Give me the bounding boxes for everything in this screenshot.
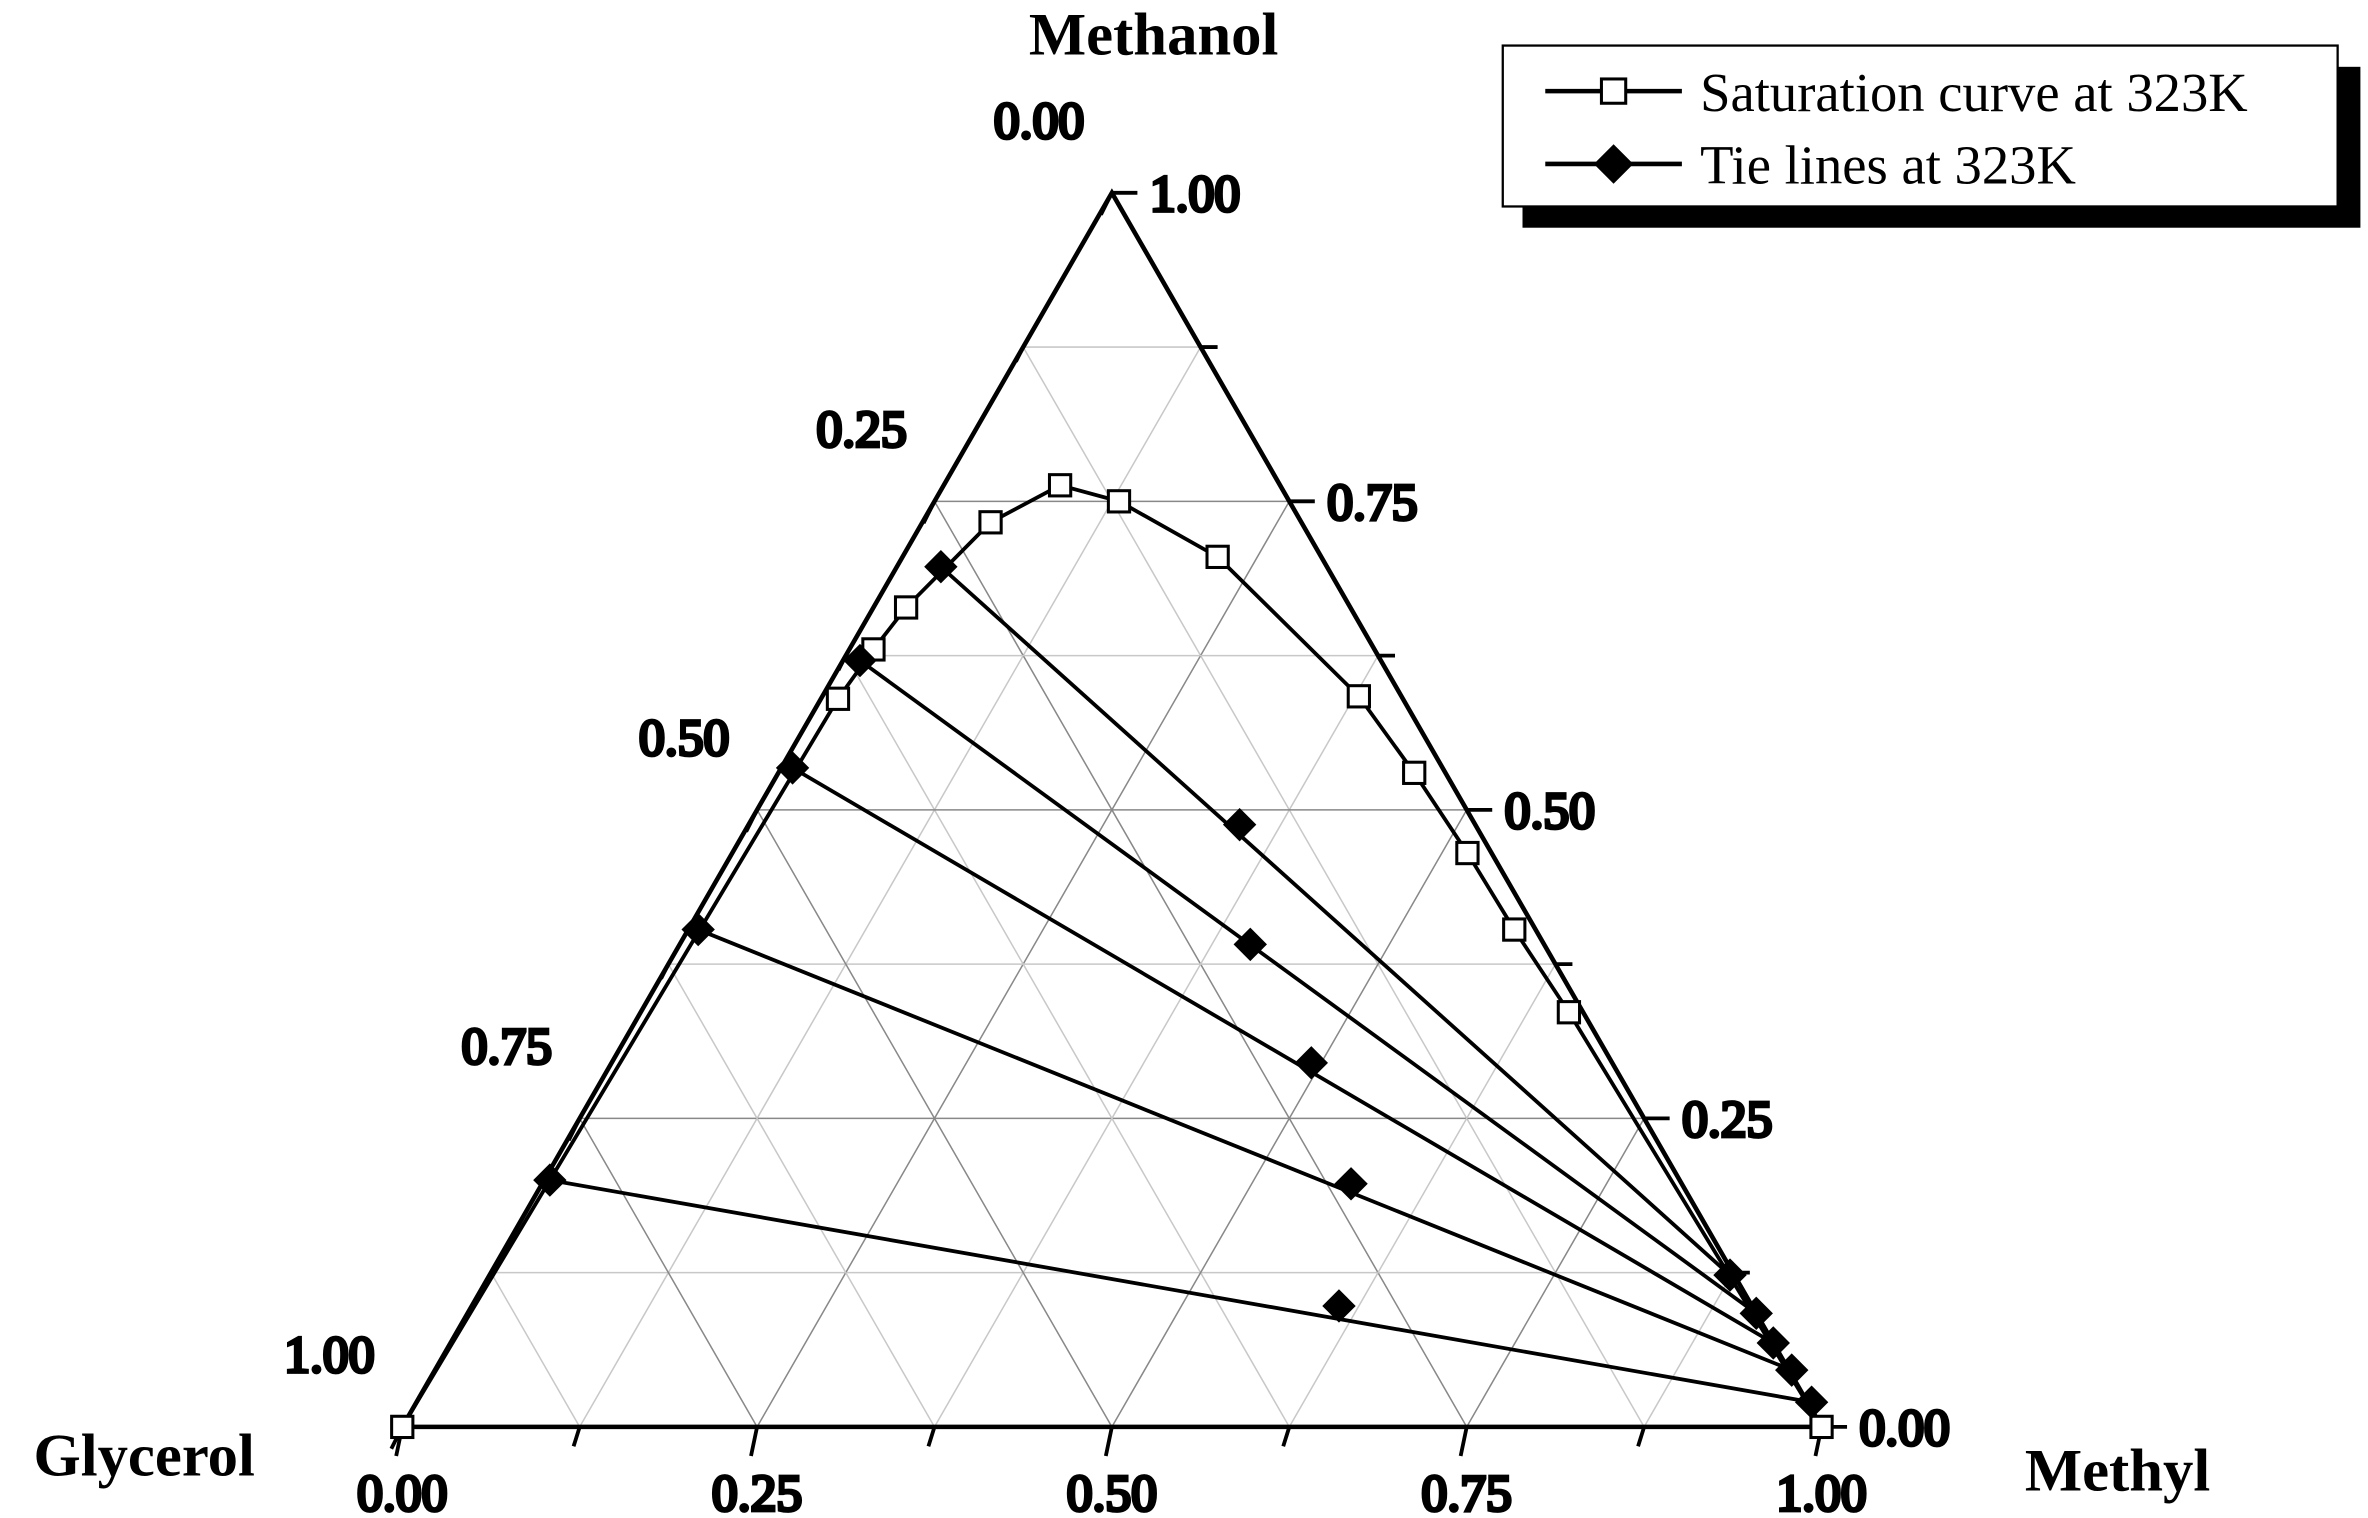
saturation-point (1047, 473, 1073, 498)
saturation-point (1455, 840, 1480, 866)
axis-title-methyl: Methyl (2025, 1438, 2210, 1505)
tick-left (659, 963, 671, 980)
tick-left (836, 654, 848, 672)
legend-label-saturation: Saturation curve at 323K (1700, 62, 2248, 123)
series-layer (390, 473, 1834, 1440)
saturation-point (825, 686, 851, 711)
legend-label-tie: Tie lines at 323K (1700, 135, 2076, 196)
saturation-point (1205, 544, 1230, 570)
grid-line-glycerol (490, 1272, 581, 1428)
tick-bottom (749, 1426, 759, 1457)
tick-bottom (926, 1426, 937, 1447)
tick-label-bottom: 0.00 (357, 1465, 447, 1518)
tick-label-right: 0.75 (1327, 475, 1417, 532)
tick-bottom (1458, 1426, 1469, 1457)
grid-line-methyl (1288, 963, 1557, 1428)
grid-line-methyl (1643, 1272, 1734, 1428)
tie-line (697, 927, 1793, 1372)
tie-line-point (1794, 1385, 1829, 1419)
saturation-point (1809, 1414, 1834, 1440)
grid-line-glycerol (756, 809, 1113, 1428)
tick-label-bottom: 0.75 (1422, 1465, 1512, 1518)
tie-line-point (1739, 1296, 1773, 1331)
tie-line-point (1756, 1326, 1790, 1360)
grid-line-glycerol (1022, 346, 1645, 1428)
tie-line-point (1222, 807, 1257, 842)
grid-line-methyl (579, 346, 1202, 1428)
ticks: 0.00 0.00 0.00 0.25 0.25 0.25 0.50 0.50 0.50 0.75… (282, 91, 1951, 1518)
tick-label-left: 0.75 (462, 1019, 552, 1076)
tick-bottom (571, 1426, 582, 1447)
legend: Saturation curve at 323K Tie lines at 32… (1501, 44, 2361, 228)
tick-label-right: 0.50 (1505, 783, 1595, 840)
tie-line-point (1713, 1258, 1747, 1292)
axis-title-glycerol: Glycerol (34, 1422, 255, 1489)
saturation-point (1346, 684, 1371, 709)
tick-bottom (1281, 1426, 1292, 1447)
tick-left (744, 809, 759, 833)
tick-left (921, 500, 937, 525)
tick-label-left: 0.25 (816, 402, 906, 459)
tick-label-left: 1.00 (284, 1327, 374, 1384)
grid-line-glycerol (579, 1117, 758, 1428)
tick-left (1099, 191, 1114, 216)
tick-label-bottom: 0.25 (712, 1465, 802, 1518)
tick-label-bottom: 0.50 (1067, 1465, 1157, 1518)
grid-line-glycerol (845, 655, 1290, 1428)
saturation-point (1106, 489, 1132, 514)
tie-line-point (681, 912, 715, 947)
tie-line (549, 1178, 1812, 1405)
tie-line-point (924, 550, 958, 584)
grid (490, 346, 1734, 1428)
tie-line-point (533, 1163, 567, 1197)
saturation-point (978, 510, 1003, 535)
saturation-point (893, 595, 919, 620)
tie-line-point (1233, 927, 1267, 962)
tick-left (481, 1271, 493, 1289)
tick-label-bottom: 1.00 (1776, 1465, 1866, 1518)
tie-line-point (1294, 1046, 1329, 1080)
tick-label-left: 0.00 (994, 93, 1084, 150)
axis-title-methanol: Methanol (1029, 2, 1279, 69)
legend-diamond-marker-icon (1593, 144, 1634, 184)
tie-line (791, 766, 1775, 1345)
grid-line-methyl (1111, 809, 1468, 1428)
grid-line-glycerol (667, 963, 936, 1428)
tie-line-point (1322, 1289, 1356, 1323)
tick-bottom (1103, 1426, 1114, 1457)
tick-label-right: 1.00 (1150, 166, 1240, 223)
tie-line (858, 658, 1758, 1315)
tick-left (567, 1117, 582, 1142)
grid-line-methyl (933, 655, 1379, 1428)
tie-line-point (1775, 1353, 1809, 1387)
tick-bottom (1636, 1426, 1646, 1447)
legend-square-marker-icon (1599, 77, 1628, 105)
tick-label-left: 0.50 (639, 710, 729, 767)
tick-label-right: 0.25 (1682, 1092, 1772, 1149)
tick-left (1014, 346, 1025, 363)
saturation-point (390, 1414, 415, 1440)
tie-line (939, 565, 1732, 1277)
saturation-point (1556, 1000, 1582, 1025)
tie-line-point (1334, 1167, 1368, 1201)
tick-label-right: 0.00 (1859, 1400, 1949, 1457)
saturation-point (1402, 760, 1427, 785)
legend-box (1501, 44, 2339, 208)
saturation-point (1502, 917, 1527, 942)
